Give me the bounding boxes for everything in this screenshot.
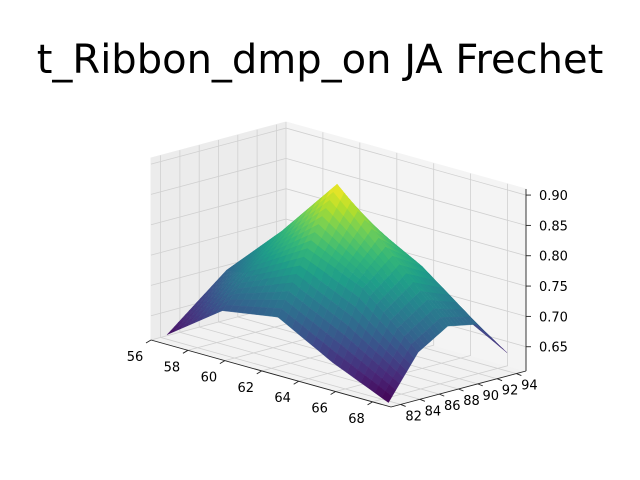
x-tick-label: 56	[127, 350, 144, 365]
z-gridline	[150, 188, 527, 257]
x-tick	[330, 391, 336, 395]
y-tick	[400, 404, 406, 407]
x-axis-line	[150, 339, 392, 408]
y-tick	[496, 378, 503, 382]
tick-labels: 56 58 60 62 64 66 68 82 84 86 88 90 92 94 0.65 0.70 0.75…	[127, 189, 568, 427]
x-tick-label: 60	[201, 371, 218, 386]
y-tick	[477, 383, 483, 387]
y-gridline	[160, 155, 401, 405]
x-tick	[256, 370, 263, 375]
z-gridline	[150, 157, 527, 226]
x-gridline	[372, 183, 508, 403]
x-tick	[145, 339, 152, 344]
y-tick-label: 94	[521, 379, 538, 394]
x-tick	[182, 349, 189, 354]
x-tick-label: 66	[311, 402, 328, 417]
z-tick-label: 0.85	[539, 219, 568, 234]
x-tick-label: 58	[164, 360, 181, 375]
y-tick	[439, 393, 445, 397]
z-tick-label: 0.70	[539, 310, 568, 325]
y-tick-label: 92	[502, 384, 519, 399]
z-gridline	[150, 127, 527, 196]
x-tick-label: 62	[237, 381, 254, 396]
y-tick-label: 88	[463, 394, 480, 409]
surface-patch	[381, 390, 393, 403]
y-tick	[458, 388, 464, 392]
x-tick	[367, 401, 373, 406]
y-gridline	[179, 150, 421, 400]
z-tick-label: 0.80	[539, 250, 568, 265]
z-gridline	[150, 218, 527, 287]
y-tick	[516, 373, 522, 376]
y-tick-label: 82	[405, 409, 422, 424]
tick-marks	[145, 194, 531, 407]
x-tick-label: 68	[348, 412, 365, 427]
z-tick-label: 0.75	[539, 280, 568, 295]
z-tick-label: 0.90	[539, 189, 568, 204]
surface	[166, 184, 508, 403]
x-tick	[219, 360, 226, 365]
y-tick	[419, 398, 426, 402]
z-tick-label: 0.65	[539, 341, 568, 356]
chart-title: t_Ribbon_dmp_on JA Frechet	[36, 37, 604, 83]
x-tick-label: 64	[274, 391, 291, 406]
y-tick-label: 86	[444, 399, 461, 414]
y-tick-label: 90	[483, 389, 500, 404]
x-tick	[293, 380, 299, 385]
y-tick-label: 84	[425, 404, 442, 419]
